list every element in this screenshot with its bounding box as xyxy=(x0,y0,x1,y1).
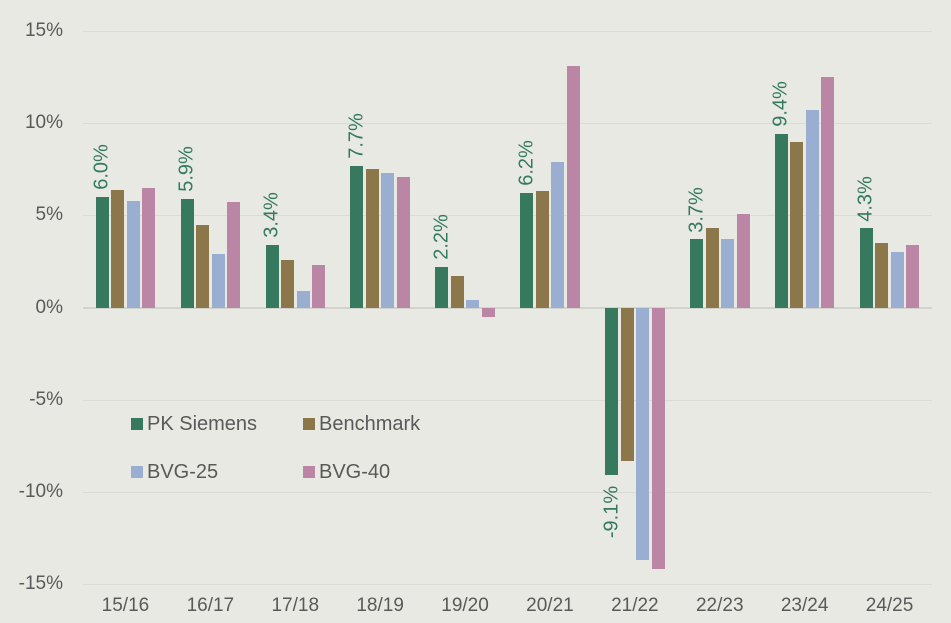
legend-swatch-benchmark xyxy=(303,418,315,430)
y-axis-tick-label: -5% xyxy=(29,388,63,410)
bar-value-label: 5.9% xyxy=(175,146,198,192)
x-axis-category-label: 16/17 xyxy=(186,595,235,616)
bar-bvg-40-17-18 xyxy=(312,265,325,308)
bar-bvg-40-16-17 xyxy=(227,202,241,308)
bar-bvg-25-15-16 xyxy=(126,200,140,308)
legend-label: Benchmark xyxy=(319,412,421,435)
bar-value-label: 9.4% xyxy=(769,81,792,128)
bar-benchmark-17-18 xyxy=(281,259,294,308)
bar-bvg-40-24-25 xyxy=(906,244,920,308)
bar-bvg-25-20-21 xyxy=(551,161,565,308)
legend-item-bvg-40: BVG-40 xyxy=(303,461,390,483)
legend-swatch-bvg-25 xyxy=(131,466,143,478)
bar-pk-siemens-17-18 xyxy=(265,244,279,308)
bar-bvg-25-18-19 xyxy=(381,172,395,308)
x-axis-category-label: 18/19 xyxy=(356,595,404,616)
bar-value-label: 3.7% xyxy=(685,186,707,233)
bar-benchmark-23-24 xyxy=(790,141,804,308)
y-axis-tick-label: 15% xyxy=(24,20,63,41)
gridline-5- xyxy=(83,215,932,217)
bar-bvg-25-16-17 xyxy=(211,254,225,308)
y-axis-tick-label: -15% xyxy=(18,573,63,595)
bar-bvg-25-22-23 xyxy=(721,239,734,308)
legend-item-pk-siemens: PK Siemens xyxy=(131,413,257,435)
bar-bvg-25-17-18 xyxy=(296,291,310,308)
bar-benchmark-16-17 xyxy=(196,224,210,308)
x-axis-category-label: 15/16 xyxy=(101,595,150,616)
bar-pk-siemens-15-16 xyxy=(95,196,109,308)
bar-value-label: 6.2% xyxy=(515,140,538,187)
x-axis-category-label: 24/25 xyxy=(865,595,914,616)
bar-pk-siemens-19-20 xyxy=(435,267,449,308)
x-axis-category-label: 22/23 xyxy=(695,595,744,616)
bar-bvg-40-22-23 xyxy=(736,213,750,308)
legend-label: PK Siemens xyxy=(147,412,258,435)
bar-bvg-25-23-24 xyxy=(805,110,819,308)
bar-bvg-25-21-22 xyxy=(636,307,650,561)
bar-pk-siemens-21-22 xyxy=(605,307,619,476)
bar-benchmark-20-21 xyxy=(535,191,549,308)
y-axis-tick-label: 0% xyxy=(35,296,63,318)
gridline-10- xyxy=(83,123,932,125)
bar-bvg-40-15-16 xyxy=(142,187,156,308)
gridline--10- xyxy=(83,492,932,493)
gridline-15- xyxy=(83,31,932,32)
bar-value-label: 3.4% xyxy=(260,192,283,238)
bar-bvg-40-20-21 xyxy=(566,66,580,308)
x-axis-category-label: 20/21 xyxy=(526,595,574,616)
legend-item-benchmark: Benchmark xyxy=(303,413,420,435)
legend-swatch-pk-siemens xyxy=(131,418,143,430)
legend-swatch-bvg-40 xyxy=(303,466,315,478)
bar-pk-siemens-20-21 xyxy=(520,193,534,308)
y-axis-tick-label: 10% xyxy=(24,112,63,134)
bar-value-label: 6.0% xyxy=(90,144,113,190)
gridline--15- xyxy=(83,584,932,586)
legend-item-bvg-25: BVG-25 xyxy=(131,461,218,483)
y-axis-tick-label: -10% xyxy=(18,481,63,502)
bar-benchmark-21-22 xyxy=(620,307,634,461)
gridline--5- xyxy=(83,399,932,401)
bar-value-label: 7.7% xyxy=(345,113,368,159)
x-axis-category-label: 19/20 xyxy=(441,595,489,616)
gridline-0- xyxy=(83,306,932,309)
bar-bvg-25-24-25 xyxy=(890,252,904,308)
bar-bvg-40-21-22 xyxy=(651,307,665,570)
bar-benchmark-15-16 xyxy=(111,189,125,308)
bar-benchmark-24-25 xyxy=(875,243,889,308)
bar-pk-siemens-16-17 xyxy=(180,198,194,308)
bar-bvg-25-19-20 xyxy=(466,300,480,308)
bar-benchmark-22-23 xyxy=(705,228,719,308)
x-axis-category-label: 21/22 xyxy=(611,595,659,616)
bar-value-label: 2.2% xyxy=(430,214,453,261)
bar-benchmark-19-20 xyxy=(450,276,464,308)
y-axis-tick-label: 5% xyxy=(35,204,63,226)
bar-benchmark-18-19 xyxy=(365,169,379,308)
bar-pk-siemens-24-25 xyxy=(859,228,873,308)
bar-value-label: -9.1% xyxy=(600,485,623,538)
bar-pk-siemens-23-24 xyxy=(774,134,788,308)
bar-value-label: 4.3% xyxy=(854,175,877,222)
bar-bvg-40-19-20 xyxy=(481,307,495,317)
bar-pk-siemens-18-19 xyxy=(350,165,364,308)
bar-bvg-40-23-24 xyxy=(821,77,835,308)
bar-pk-siemens-22-23 xyxy=(690,239,703,308)
legend-label: BVG-40 xyxy=(319,460,391,483)
x-axis-category-label: 17/18 xyxy=(271,595,320,616)
legend-label: BVG-25 xyxy=(147,460,219,483)
x-axis-category-label: 23/24 xyxy=(780,595,829,616)
bar-bvg-40-18-19 xyxy=(396,176,410,308)
